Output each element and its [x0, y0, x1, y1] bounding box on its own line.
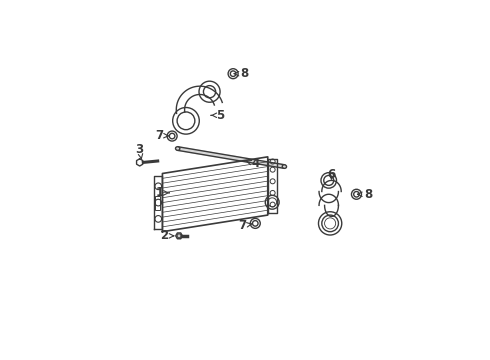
Text: 6: 6: [327, 168, 336, 181]
Text: 8: 8: [234, 67, 249, 80]
Text: 7: 7: [155, 129, 169, 142]
Ellipse shape: [282, 165, 287, 168]
Text: 5: 5: [211, 109, 225, 122]
Text: 7: 7: [238, 219, 252, 232]
Text: 8: 8: [358, 188, 372, 201]
Text: 3: 3: [136, 143, 144, 159]
Text: 1: 1: [156, 186, 169, 199]
Ellipse shape: [175, 147, 180, 150]
Polygon shape: [176, 233, 182, 239]
Polygon shape: [177, 147, 285, 168]
Text: 2: 2: [160, 229, 174, 242]
Bar: [155, 195, 160, 210]
Text: 4: 4: [245, 157, 259, 170]
